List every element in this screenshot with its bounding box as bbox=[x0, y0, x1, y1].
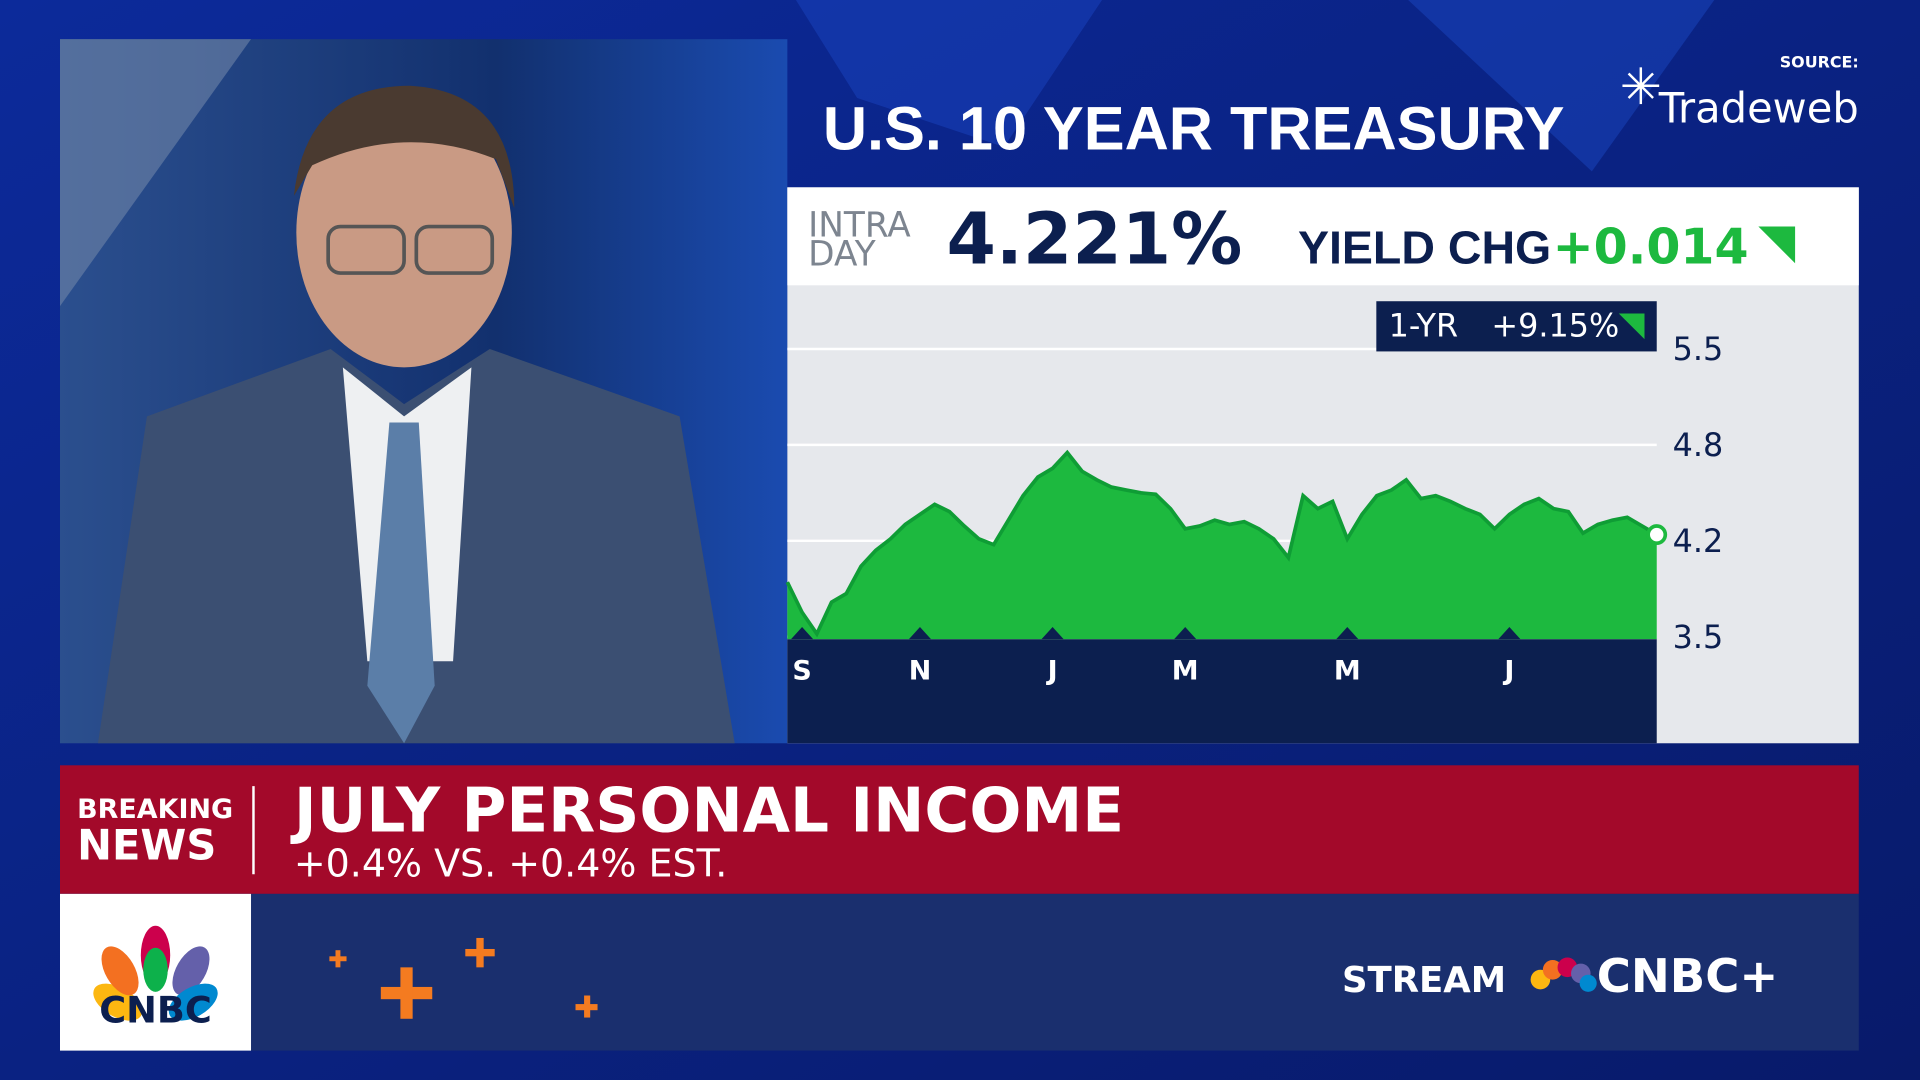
intraday-label: DAY bbox=[808, 235, 876, 275]
stream-brand: CNBC+ bbox=[1597, 949, 1779, 1003]
bg-shape bbox=[795, 0, 1103, 147]
y-tick-label: 4.8 bbox=[1673, 426, 1724, 464]
one-year-value: +9.15% bbox=[1491, 307, 1619, 345]
intraday-label: INTRA bbox=[808, 205, 911, 245]
video-bg bbox=[60, 39, 252, 307]
peacock-small bbox=[1530, 957, 1597, 992]
presenter bbox=[97, 85, 735, 744]
one-year-label: 1-YR bbox=[1389, 307, 1459, 345]
one-year-box bbox=[1376, 301, 1657, 352]
y-tick-label: 4.2 bbox=[1673, 522, 1724, 560]
stream-label: STREAM bbox=[1342, 960, 1506, 1001]
breaking-banner bbox=[60, 765, 1859, 894]
x-tick-mark bbox=[908, 626, 931, 640]
x-tick-label: N bbox=[909, 656, 932, 687]
x-tick-mark bbox=[1041, 626, 1064, 640]
x-tick-mark bbox=[791, 626, 814, 640]
yield-chg-label: YIELD CHG bbox=[1298, 221, 1551, 273]
area bbox=[787, 452, 1657, 640]
chart-title: U.S. 10 YEAR TREASURY bbox=[823, 94, 1565, 162]
decor-plus bbox=[329, 937, 598, 1019]
end-point bbox=[1646, 524, 1668, 545]
chart-header bbox=[787, 187, 1859, 286]
x-tick-label: M bbox=[1172, 656, 1199, 687]
x-tick-mark bbox=[1174, 626, 1197, 640]
x-tick-mark bbox=[1336, 626, 1359, 640]
logo-text: CNBC bbox=[99, 988, 212, 1031]
x-tick-label: S bbox=[792, 656, 811, 687]
subheadline: +0.4% VS. +0.4% EST. bbox=[294, 842, 727, 886]
down-triangle bbox=[1758, 226, 1796, 264]
plot: 3.5 4.2 4.8 5.5 S N J M M J bbox=[785, 330, 1724, 687]
source-logo-mark bbox=[1622, 67, 1660, 105]
x-tick-label: M bbox=[1334, 656, 1361, 687]
yield-chg-value: +0.014 bbox=[1553, 218, 1749, 275]
source-label: SOURCE: bbox=[1780, 52, 1859, 71]
breaking-label: BREAKING bbox=[77, 794, 233, 825]
peacock bbox=[93, 925, 218, 1021]
area-line bbox=[785, 449, 1658, 638]
bg-shape bbox=[1408, 0, 1715, 172]
x-tick-mark bbox=[1498, 626, 1521, 640]
source-name: Tradeweb bbox=[1658, 83, 1859, 132]
x-tick-label: J bbox=[1502, 656, 1514, 687]
y-tick-label: 5.5 bbox=[1673, 330, 1724, 368]
breaking-label: NEWS bbox=[77, 821, 216, 870]
intraday-value: 4.221% bbox=[947, 197, 1243, 280]
x-tick-label: J bbox=[1046, 656, 1058, 687]
headline: JULY PERSONAL INCOME bbox=[290, 775, 1124, 846]
x-axis-band bbox=[787, 639, 1657, 744]
y-tick-label: 3.5 bbox=[1673, 618, 1724, 656]
